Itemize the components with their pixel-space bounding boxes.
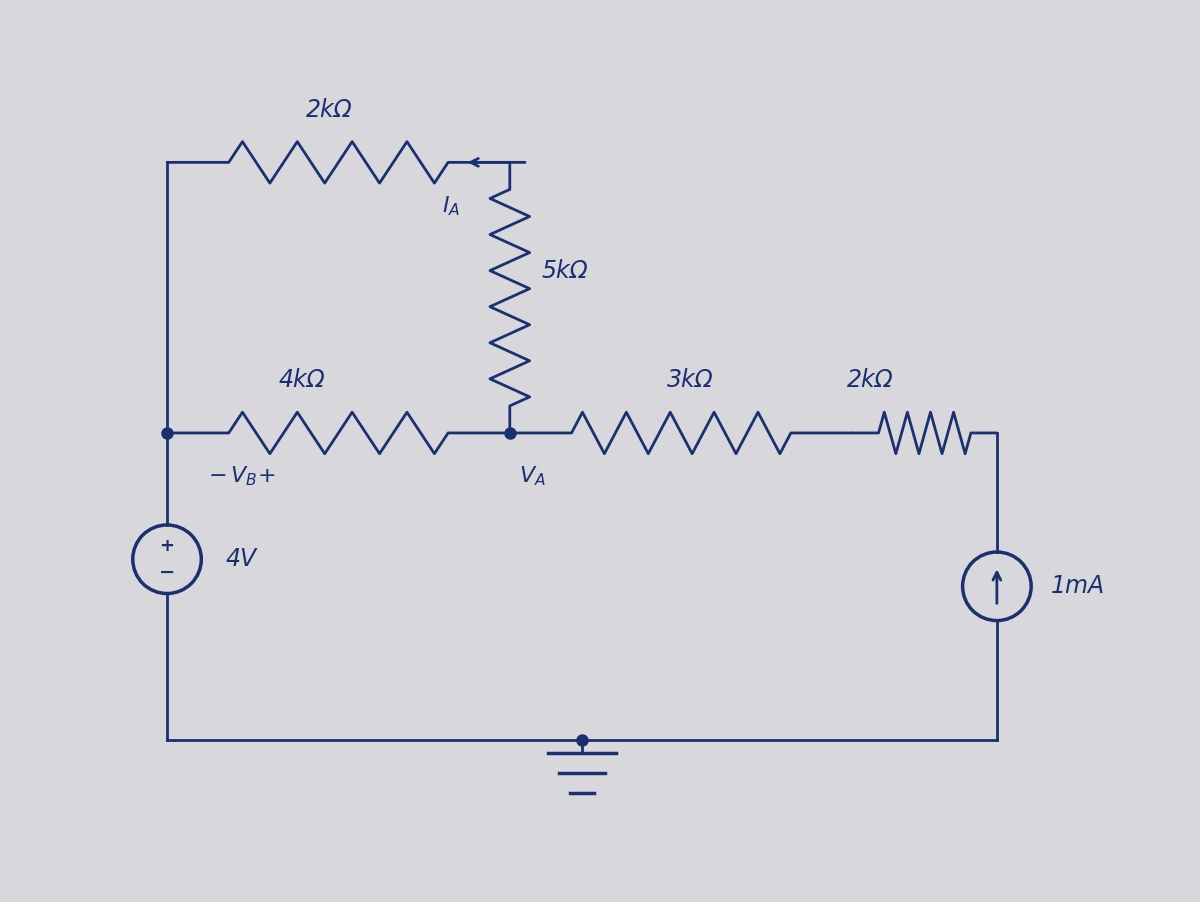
Text: 1mA: 1mA (1051, 575, 1105, 598)
Text: 4V: 4V (226, 548, 257, 571)
Text: −: − (158, 563, 175, 582)
Text: +: + (160, 538, 174, 556)
Text: 2kΩ: 2kΩ (847, 368, 894, 392)
Text: 4kΩ: 4kΩ (280, 368, 325, 392)
Text: $-\,V_B\!+$: $-\,V_B\!+$ (208, 465, 275, 488)
Text: 3kΩ: 3kΩ (667, 368, 714, 392)
Text: 5kΩ: 5kΩ (541, 259, 588, 282)
Text: $V_A$: $V_A$ (518, 465, 546, 488)
Text: $I_A$: $I_A$ (442, 194, 461, 217)
Text: 2kΩ: 2kΩ (306, 97, 353, 122)
